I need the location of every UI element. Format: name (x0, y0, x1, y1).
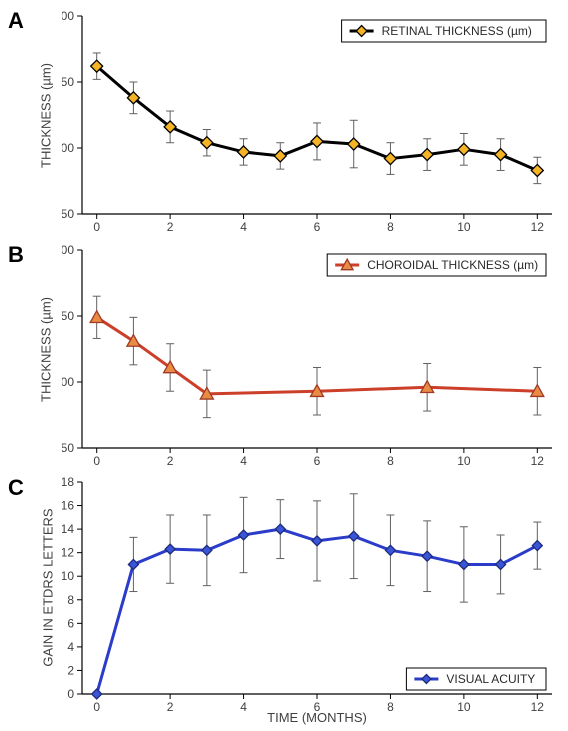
panel-label-a: A (8, 8, 24, 34)
svg-text:CHOROIDAL THICKNESS (µm): CHOROIDAL THICKNESS (µm) (367, 258, 538, 272)
svg-text:250: 250 (62, 441, 74, 455)
y-axis-label-b: THICKNESS (µm) (39, 280, 54, 420)
svg-text:350: 350 (62, 75, 74, 89)
svg-text:10: 10 (457, 700, 471, 714)
chart-c: 0 2 4 6 8 10 12 14 16 18 0 2 4 6 8 10 12 VISUAL ACUITY (62, 462, 568, 714)
svg-text:4: 4 (67, 640, 74, 654)
svg-text:12: 12 (62, 546, 74, 560)
svg-text:VISUAL ACUITY: VISUAL ACUITY (446, 672, 535, 686)
svg-text:400: 400 (62, 243, 74, 257)
panel-label-c: C (8, 475, 24, 501)
svg-text:300: 300 (62, 375, 74, 389)
svg-text:350: 350 (62, 309, 74, 323)
svg-text:8: 8 (67, 593, 74, 607)
svg-text:6: 6 (67, 616, 74, 630)
panel-label-b: B (8, 242, 24, 268)
svg-text:12: 12 (531, 700, 545, 714)
chart-a: 250300350400024681012RETINAL THICKNESS (… (62, 0, 568, 234)
svg-text:4: 4 (240, 700, 247, 714)
svg-text:300: 300 (62, 141, 74, 155)
y-axis-label-c: GAIN IN ETDRS LETTERS (41, 498, 56, 678)
chart-b: 250300350400024681012CHOROIDAL THICKNESS… (62, 230, 568, 468)
svg-text:6: 6 (314, 700, 321, 714)
svg-text:0: 0 (93, 700, 100, 714)
svg-text:250: 250 (62, 207, 74, 221)
svg-text:RETINAL THICKNESS (µm): RETINAL THICKNESS (µm) (382, 24, 532, 38)
svg-text:18: 18 (62, 475, 74, 489)
svg-text:2: 2 (167, 700, 174, 714)
y-axis-label-a: THICKNESS (µm) (39, 46, 54, 186)
svg-text:0: 0 (67, 687, 74, 701)
svg-text:16: 16 (62, 499, 74, 513)
svg-text:2: 2 (67, 663, 74, 677)
svg-text:14: 14 (62, 522, 74, 536)
svg-text:400: 400 (62, 9, 74, 23)
svg-text:10: 10 (62, 569, 74, 583)
svg-text:8: 8 (387, 700, 394, 714)
